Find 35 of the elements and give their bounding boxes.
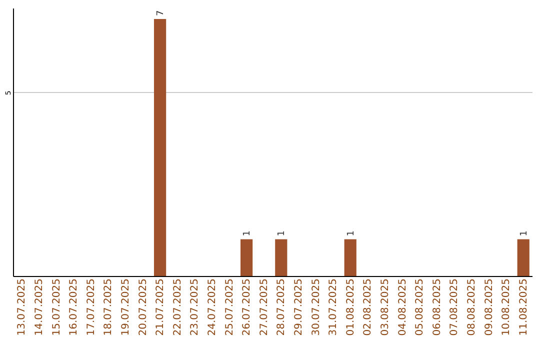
x-tick-label: 15.07.2025 — [51, 278, 62, 336]
x-tick-label: 19.07.2025 — [120, 278, 132, 336]
x-tick-label: 10.08.2025 — [501, 278, 512, 336]
x-tick-label: 31.07.2025 — [328, 278, 340, 336]
x-tick-label: 22.07.2025 — [172, 278, 184, 336]
x-tick-label: 24.07.2025 — [206, 278, 218, 336]
data-label: 1 — [346, 230, 356, 236]
x-tick-label: 29.07.2025 — [293, 278, 304, 336]
x-tick-label: 23.07.2025 — [190, 278, 201, 336]
x-tick-label: 07.08.2025 — [449, 278, 460, 336]
x-tick-label: 16.07.2025 — [68, 278, 80, 336]
x-tick-label: 28.07.2025 — [276, 278, 288, 336]
x-tick-label: 05.08.2025 — [414, 278, 426, 336]
data-label: 7 — [156, 10, 166, 16]
x-tick-label: 21.07.2025 — [155, 278, 166, 336]
x-tick-label: 20.07.2025 — [138, 278, 149, 336]
data-label: 1 — [277, 230, 288, 236]
x-tick-label: 14.07.2025 — [34, 278, 45, 336]
x-tick-label: 08.08.2025 — [466, 278, 478, 336]
x-tick-label: 18.07.2025 — [103, 278, 114, 336]
x-tick-label: 13.07.2025 — [16, 278, 28, 336]
x-tick-label: 06.08.2025 — [432, 278, 443, 336]
x-tick-label: 03.08.2025 — [380, 278, 391, 336]
x-tick-label: 09.08.2025 — [484, 278, 495, 336]
x-tick-label: 04.08.2025 — [397, 278, 408, 336]
x-tick-label: 01.08.2025 — [345, 278, 356, 336]
data-label: 1 — [519, 230, 530, 236]
x-tick-label: 11.08.2025 — [518, 278, 530, 336]
x-tick-label: 17.07.2025 — [86, 278, 97, 336]
x-tick-label: 27.07.2025 — [258, 278, 270, 336]
x-tick-label: 02.08.2025 — [362, 278, 374, 336]
data-label: 1 — [242, 230, 253, 236]
x-tick-label: 26.07.2025 — [242, 278, 253, 336]
x-tick-label: 30.07.2025 — [310, 278, 322, 336]
x-tick-label: 25.07.2025 — [224, 278, 236, 336]
